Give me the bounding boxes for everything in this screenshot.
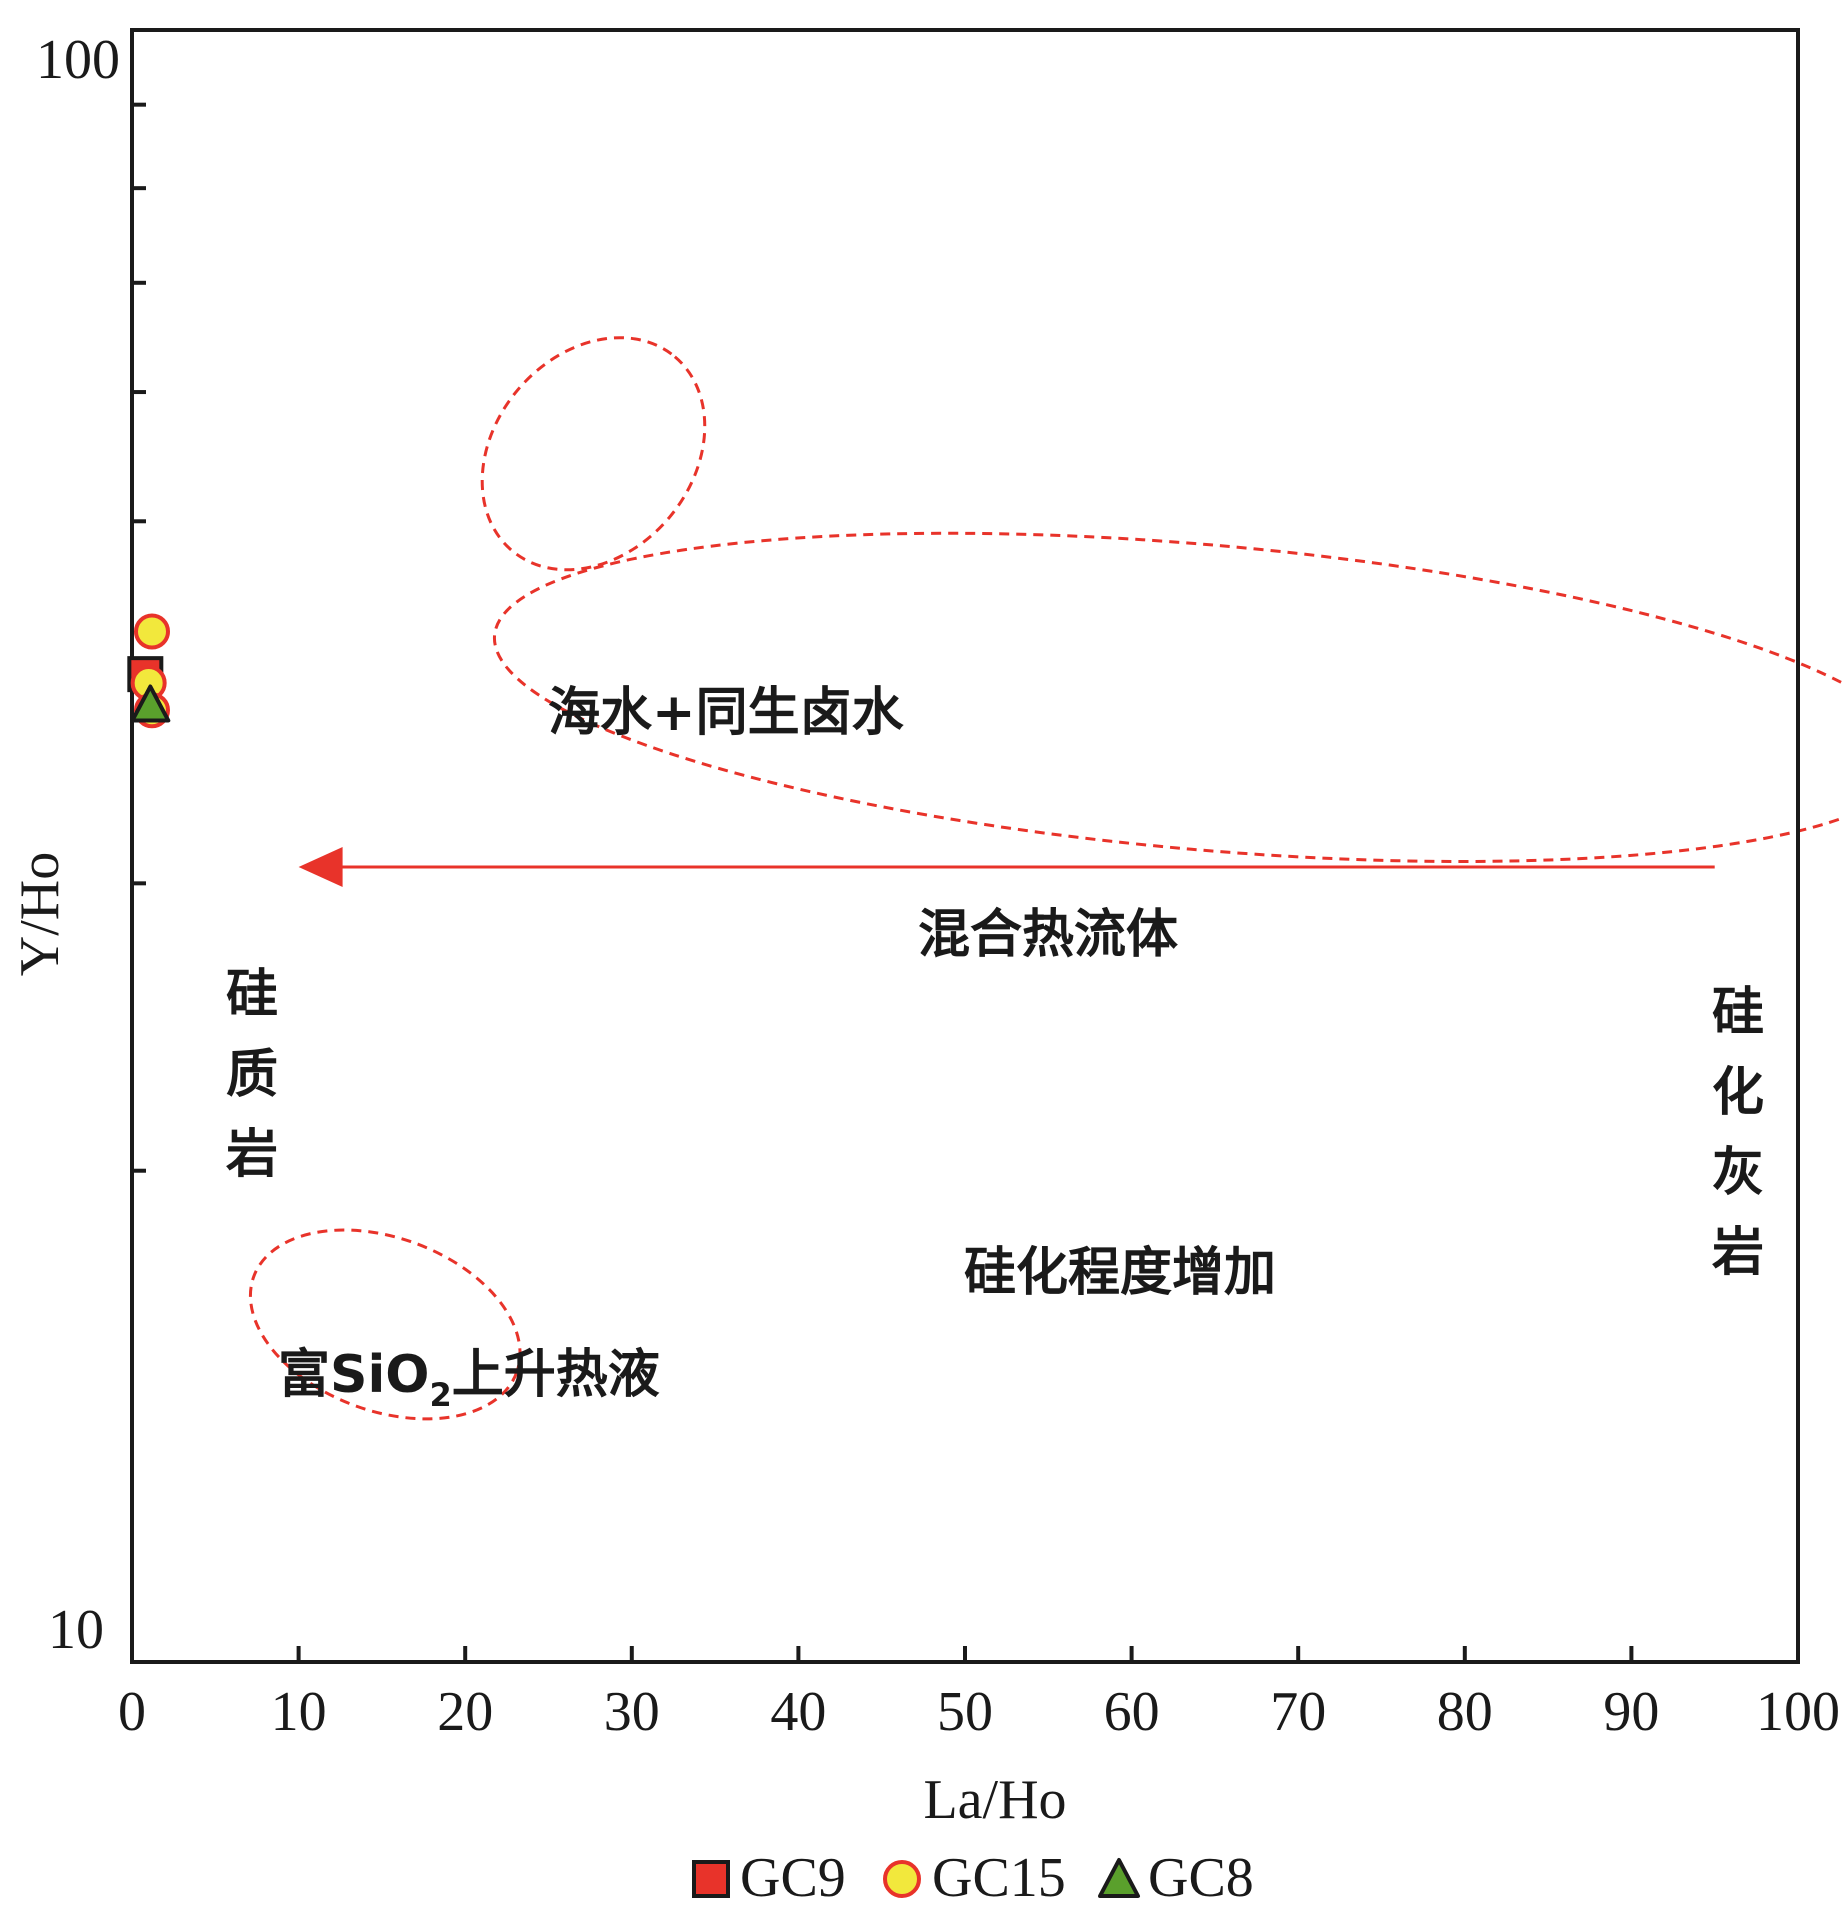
x-tick-label: 100 [1756, 1681, 1840, 1743]
label-seawater-brine: 海水+同生卤水 [548, 683, 905, 743]
arrow-head [298, 846, 343, 887]
label-mixed-hydrothermal-fluid: 混合热流体 [918, 905, 1178, 965]
x-tick-label: 90 [1603, 1681, 1659, 1743]
label-silicified-limestone: 硅 化 灰 岩 [1712, 983, 1764, 1283]
x-tick-label: 10 [271, 1681, 327, 1743]
legend-marker-gc9 [692, 1860, 730, 1898]
x-tick-label: 80 [1437, 1681, 1493, 1743]
label-silicification-increase: 硅化程度增加 [964, 1243, 1276, 1303]
region-ellipse-1 [480, 336, 707, 572]
legend-marker-gc8 [1098, 1858, 1140, 1898]
plot-frame [130, 28, 1800, 1664]
label-siliceous-hydrothermal: 富SiO2上升热液 [278, 1345, 660, 1414]
region-ellipse-3 [248, 1228, 522, 1421]
label-silicified-limestone-char: 岩 [1712, 1223, 1764, 1283]
y-axis: 10 100 [36, 29, 146, 1661]
x-tick-label: 60 [1104, 1681, 1160, 1743]
data-point-gc15 [133, 613, 170, 650]
x-axis: 0 10 20 30 40 50 60 70 80 90 100 [118, 1646, 1840, 1743]
region-layer [248, 336, 1843, 1421]
legend: GC9 GC15 GC8 [692, 1847, 1254, 1905]
arrow-layer [298, 846, 1715, 887]
label-silicified-limestone-char: 灰 [1712, 1143, 1764, 1203]
label-siliceous-rock-char: 质 [226, 1045, 278, 1105]
label-silicified-limestone-char: 化 [1712, 1063, 1764, 1123]
label-hydro-suffix: 上升热液 [452, 1345, 660, 1405]
y-tick-label: 100 [36, 29, 120, 91]
x-tick-label: 0 [118, 1681, 146, 1743]
label-hydro-prefix: 富SiO [278, 1345, 429, 1405]
label-siliceous-rock-char: 硅 [226, 965, 278, 1025]
legend-label-gc8: GC8 [1148, 1847, 1254, 1905]
x-axis-title: La/Ho [923, 1769, 1066, 1831]
label-hydro-subscript: 2 [429, 1376, 451, 1414]
x-tick-label: 70 [1270, 1681, 1326, 1743]
label-silicified-limestone-char: 硅 [1712, 983, 1764, 1043]
region-ellipse-2 [492, 531, 1843, 863]
x-tick-label: 30 [604, 1681, 660, 1743]
x-tick-label: 20 [437, 1681, 493, 1743]
y-tick-label: 10 [48, 1599, 104, 1661]
data-point-gc8 [130, 684, 171, 723]
legend-marker-gc15 [883, 1860, 921, 1898]
data-points [127, 613, 171, 729]
label-siliceous-rock-char: 岩 [226, 1125, 278, 1185]
legend-label-gc9: GC9 [740, 1847, 846, 1905]
x-tick-label: 50 [937, 1681, 993, 1743]
label-siliceous-rock: 硅 质 岩 [226, 965, 278, 1185]
y-axis-title: Y/Ho [9, 852, 71, 976]
x-tick-label: 40 [770, 1681, 826, 1743]
legend-label-gc15: GC15 [932, 1847, 1066, 1905]
